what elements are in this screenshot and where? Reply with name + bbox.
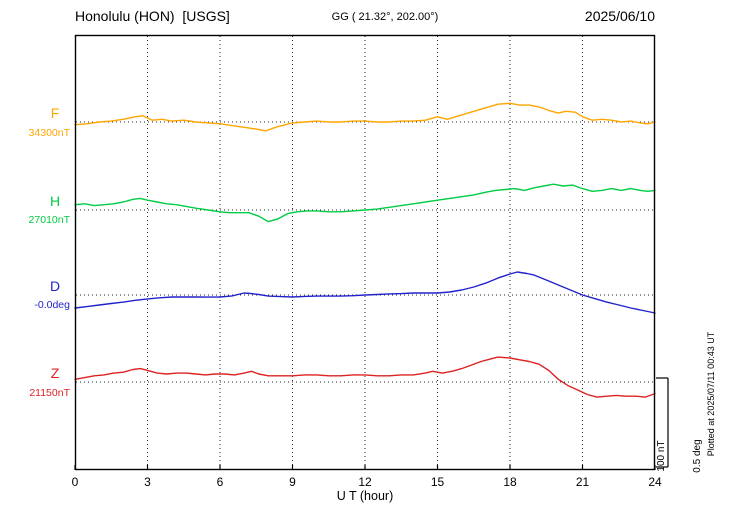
x-tick-label: 24	[648, 475, 662, 489]
trace-Z	[74, 356, 656, 398]
series-baseline-F: 34300nT	[28, 127, 70, 139]
x-tick-label: 21	[576, 475, 590, 489]
x-tick-label: 9	[289, 475, 296, 489]
gg-coordinates: GG ( 21.32°, 202.00°)	[331, 11, 439, 23]
scale-bar-label-deg: 0.5 deg	[692, 439, 703, 473]
x-tick-label: 15	[431, 475, 445, 489]
station-title: Honolulu (HON) [USGS]	[75, 8, 230, 24]
trace-D	[74, 271, 656, 314]
series-baseline-H: 27010nT	[28, 214, 70, 226]
series-baseline-D: -0.0deg	[34, 299, 70, 311]
x-axis-title: U T (hour)	[336, 489, 394, 503]
x-tick-label: 6	[217, 475, 224, 489]
x-tick-label: 18	[503, 475, 517, 489]
series-baseline-Z: 21150nT	[29, 387, 70, 399]
trace-H	[74, 183, 656, 223]
x-tick-label: 12	[358, 475, 372, 489]
series-label-Z: Z	[50, 365, 60, 381]
plot-date: 2025/06/10	[584, 8, 655, 24]
series-label-F: F	[50, 105, 60, 121]
x-tick-label: 3	[144, 475, 151, 489]
series-label-D: D	[49, 278, 61, 294]
x-tick-label: 0	[72, 475, 79, 489]
scale-bar-label-nt: 100 nT	[656, 440, 667, 472]
plotted-at-label: Plotted at 2025/07/11 00:43 UT	[706, 331, 716, 457]
trace-F	[74, 102, 656, 132]
series-label-H: H	[49, 193, 61, 209]
